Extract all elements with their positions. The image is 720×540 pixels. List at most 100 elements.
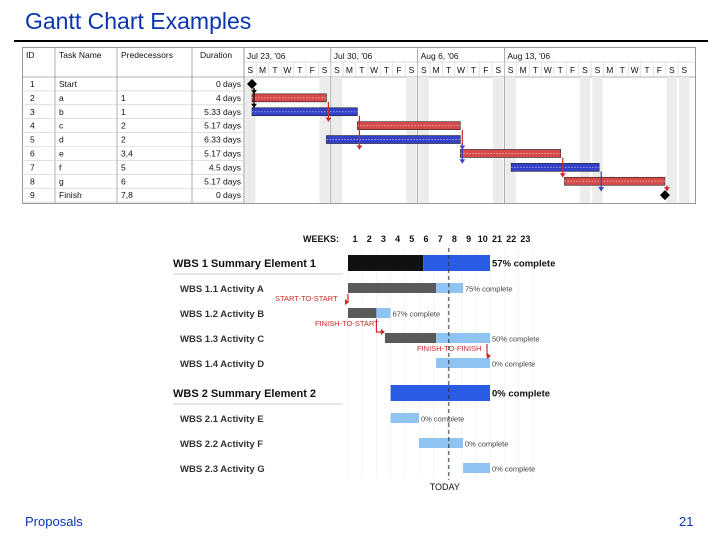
weekend-shade	[579, 77, 591, 203]
dependency-arrow	[459, 159, 466, 164]
task-id: 3	[30, 107, 35, 117]
day-header: S	[421, 65, 427, 75]
day-header: T	[359, 65, 364, 75]
weekend-shade	[679, 77, 690, 203]
day-header: W	[631, 65, 639, 75]
wbs-row-label: WBS 2.1 Activity E	[180, 414, 264, 425]
column-header: Predecessors	[121, 50, 173, 60]
task-id: 7	[30, 162, 35, 172]
day-header: S	[681, 65, 687, 75]
week-number: 22	[506, 234, 516, 244]
column-header: Task Name	[59, 50, 102, 60]
task-predecessors: 1	[121, 93, 126, 103]
weekend-shade	[319, 77, 330, 203]
day-header: S	[247, 65, 253, 75]
wbs-percent-label: 57% complete	[492, 259, 555, 270]
column-header: Duration	[200, 50, 232, 60]
day-header: S	[334, 65, 340, 75]
wbs-bar-remaining	[463, 463, 490, 473]
task-id: 1	[30, 79, 35, 89]
day-header: F	[310, 65, 315, 75]
week-number: 7	[438, 234, 443, 244]
task-predecessors: 2	[121, 121, 126, 131]
task-duration: 6.33 days	[204, 135, 241, 145]
day-header: T	[644, 65, 649, 75]
dependency-arrow	[356, 145, 363, 150]
day-header: W	[457, 65, 465, 75]
week-number: 9	[466, 234, 471, 244]
task-duration: 4 days	[216, 93, 241, 103]
task-name: a	[59, 93, 64, 103]
task-duration: 5.17 days	[204, 176, 241, 186]
day-header: S	[322, 65, 328, 75]
week-number: 6	[423, 234, 428, 244]
dependency-annotation: START-TO-START	[275, 294, 338, 303]
task-id: 9	[30, 190, 35, 200]
wbs-percent-label: 75% complete	[465, 285, 513, 294]
task-name: b	[59, 107, 64, 117]
wbs-row-label: WBS 1.4 Activity D	[180, 359, 264, 370]
task-name: e	[59, 149, 64, 159]
day-header: S	[495, 65, 501, 75]
task-duration: 4.5 days	[209, 162, 241, 172]
task-predecessors: 6	[121, 176, 126, 186]
relationship-line	[375, 319, 382, 333]
task-id: 4	[30, 121, 35, 131]
week-number: 2	[367, 234, 372, 244]
dependency-arrow	[559, 173, 566, 178]
day-header: S	[508, 65, 514, 75]
task-id: 6	[30, 149, 35, 159]
task-name: c	[59, 121, 64, 131]
wbs-bar-remaining	[423, 255, 490, 271]
wbs-row-label: WBS 1 Summary Element 1	[173, 258, 316, 270]
day-header: F	[657, 65, 662, 75]
wbs-bar-complete	[348, 308, 377, 318]
task-predecessors: 2	[121, 135, 126, 145]
day-header: M	[606, 65, 613, 75]
task-id: 2	[30, 93, 35, 103]
task-id: 8	[30, 176, 35, 186]
week-number: 4	[395, 234, 400, 244]
task-predecessors: 1	[121, 107, 126, 117]
week-number: 5	[409, 234, 414, 244]
day-header: F	[570, 65, 575, 75]
week-header: Jul 30, '06	[334, 51, 373, 61]
wbs-percent-label: 50% complete	[492, 335, 540, 344]
day-header: S	[582, 65, 588, 75]
task-predecessors: 5	[121, 162, 126, 172]
wbs-row-label: WBS 1.2 Activity B	[180, 309, 264, 320]
wbs-bar-remaining	[390, 413, 419, 423]
dependency-arrow	[598, 187, 605, 192]
wbs-bar-complete	[384, 333, 437, 343]
day-header: T	[620, 65, 625, 75]
week-number: 8	[452, 234, 457, 244]
wbs-row-label: WBS 2.3 Activity G	[180, 464, 265, 475]
week-number: 3	[381, 234, 386, 244]
wbs-percent-label: 67% complete	[393, 310, 441, 319]
title-divider	[14, 40, 708, 42]
wbs-percent-label: 0% complete	[421, 415, 464, 424]
day-header: F	[483, 65, 488, 75]
relationship-arrow	[345, 299, 349, 305]
week-number: 1	[352, 234, 357, 244]
day-header: M	[259, 65, 266, 75]
weekend-shade	[592, 77, 603, 203]
week-number: 21	[492, 234, 502, 244]
wbs-row-label: WBS 2.2 Activity F	[180, 439, 263, 450]
weekend-shade	[245, 77, 256, 203]
dependency-arrow	[325, 117, 332, 122]
relationship-arrow	[380, 329, 385, 335]
day-header: T	[558, 65, 563, 75]
day-header: S	[409, 65, 415, 75]
week-header: Jul 23, '06	[247, 51, 286, 61]
weekend-shade	[493, 77, 504, 203]
week-number: 23	[520, 234, 530, 244]
day-header: S	[595, 65, 601, 75]
weekend-shade	[505, 77, 516, 203]
milestone-diamond	[247, 78, 257, 89]
task-name: Start	[59, 79, 78, 89]
day-header: M	[346, 65, 353, 75]
week-header: Aug 13, '06	[507, 51, 550, 61]
task-duration: 0 days	[216, 79, 241, 89]
project-gantt-chart: ID Task Name Predecessors Duration Jul 23, '…	[22, 47, 696, 204]
